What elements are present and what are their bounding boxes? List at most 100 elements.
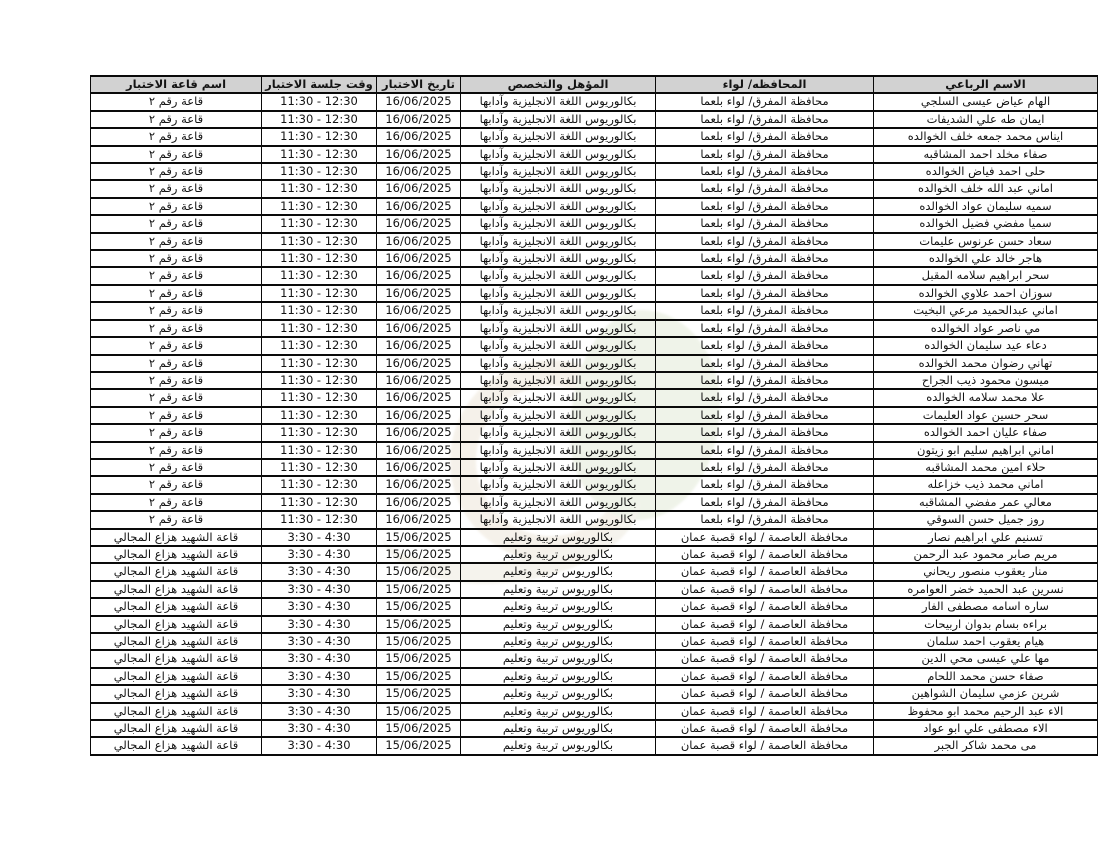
table-body: الهام عياض عيسى السلجي محافظة المفرق/ لوا… <box>90 92 1098 756</box>
table-row: براءه بسام بدوان اربيحات محافظة العاصمة /… <box>90 614 1098 635</box>
cell-qualification: بكالوريوس تربية وتعليم <box>460 544 656 565</box>
cell-full-name: سعاد حسن عرنوس عليمات <box>873 231 1098 252</box>
cell-exam-time: 3:30 - 4:30 <box>261 631 377 652</box>
header-governorate: المحافظه/ لواء <box>655 74 874 95</box>
cell-exam-date: 15/06/2025 <box>376 719 461 739</box>
cell-exam-hall: قاعة الشهيد هزاع المجالي <box>90 649 262 669</box>
cell-exam-date: 16/06/2025 <box>376 92 461 112</box>
cell-exam-time: 11:30 - 12:30 <box>261 127 377 147</box>
table-row: علا محمد سلامه الخوالده محافظة المفرق/ لو… <box>90 388 1098 408</box>
cell-exam-hall: قاعة رقم ٢ <box>90 144 262 165</box>
cell-exam-time: 11:30 - 12:30 <box>261 179 377 199</box>
cell-full-name: سحر ابراهيم سلامه المقبل <box>873 266 1098 286</box>
cell-qualification: بكالوريوس تربية وتعليم <box>460 666 656 687</box>
cell-governorate: محافظة المفرق/ لواء بلعما <box>655 214 874 234</box>
cell-exam-time: 11:30 - 12:30 <box>261 388 377 408</box>
cell-qualification: بكالوريوس تربية وتعليم <box>460 631 656 652</box>
cell-full-name: سحر حسين عواد العليمات <box>873 405 1098 426</box>
cell-exam-date: 16/06/2025 <box>376 388 461 408</box>
table-row: مي ناصر عواد الخوالده محافظة المفرق/ لواء… <box>90 318 1098 339</box>
cell-exam-time: 3:30 - 4:30 <box>261 544 377 565</box>
header-full-name: الاسم الرباعي <box>873 74 1098 95</box>
cell-exam-date: 15/06/2025 <box>376 701 461 722</box>
table-row: سميا مفضي فضيل الخوالده محافظة المفرق/ لو… <box>90 214 1098 234</box>
cell-qualification: بكالوريوس تربية وتعليم <box>460 719 656 739</box>
cell-exam-hall: قاعة الشهيد هزاع المجالي <box>90 562 262 582</box>
cell-qualification: بكالوريوس اللغة الانجليزية وآدابها <box>460 283 656 304</box>
cell-qualification: بكالوريوس اللغة الانجليزية وآدابها <box>460 109 656 130</box>
cell-exam-hall: قاعة الشهيد هزاع المجالي <box>90 631 262 652</box>
cell-governorate: محافظة العاصمة / لواء قصبة عمان <box>655 701 874 722</box>
cell-exam-hall: قاعة رقم ٢ <box>90 388 262 408</box>
cell-qualification: بكالوريوس تربية وتعليم <box>460 579 656 600</box>
table-row: سميه سليمان عواد الخوالده محافظة المفرق/ … <box>90 196 1098 217</box>
table-row: ميسون محمود ذيب الجراح محافظة المفرق/ لوا… <box>90 370 1098 391</box>
cell-qualification: بكالوريوس اللغة الانجليزية وآدابها <box>460 214 656 234</box>
cell-qualification: بكالوريوس اللغة الانجليزية وآدابها <box>460 162 656 182</box>
table-row: هاجر خالد علي الخوالده محافظة المفرق/ لوا… <box>90 249 1098 269</box>
cell-governorate: محافظة العاصمة / لواء قصبة عمان <box>655 719 874 739</box>
table-row: ساره اسامه مصطفى الفار محافظة العاصمة / ل… <box>90 597 1098 617</box>
cell-governorate: محافظة العاصمة / لواء قصبة عمان <box>655 527 874 547</box>
cell-exam-hall: قاعة رقم ٢ <box>90 179 262 199</box>
cell-exam-time: 3:30 - 4:30 <box>261 736 377 756</box>
cell-full-name: صفاء عليان احمد الخوالده <box>873 423 1098 443</box>
cell-exam-hall: قاعة رقم ٢ <box>90 127 262 147</box>
cell-qualification: بكالوريوس تربية وتعليم <box>460 701 656 722</box>
cell-governorate: محافظة المفرق/ لواء بلعما <box>655 301 874 321</box>
cell-exam-time: 3:30 - 4:30 <box>261 684 377 704</box>
cell-exam-hall: قاعة رقم ٢ <box>90 510 262 530</box>
cell-full-name: مي ناصر عواد الخوالده <box>873 318 1098 339</box>
cell-qualification: بكالوريوس اللغة الانجليزية وآدابها <box>460 301 656 321</box>
cell-exam-hall: قاعة رقم ٢ <box>90 440 262 460</box>
cell-full-name: الاء مصطفى علي ابو عواد <box>873 719 1098 739</box>
cell-full-name: ايناس محمد جمعه خلف الخوالده <box>873 127 1098 147</box>
cell-full-name: مريم صابر محمود عبد الرحمن <box>873 544 1098 565</box>
cell-exam-date: 15/06/2025 <box>376 562 461 582</box>
table-row: دعاء عيد سليمان الخوالده محافظة المفرق/ ل… <box>90 336 1098 356</box>
cell-exam-time: 3:30 - 4:30 <box>261 701 377 722</box>
cell-full-name: علا محمد سلامه الخوالده <box>873 388 1098 408</box>
cell-governorate: محافظة المفرق/ لواء بلعما <box>655 318 874 339</box>
cell-exam-time: 3:30 - 4:30 <box>261 597 377 617</box>
cell-governorate: محافظة العاصمة / لواء قصبة عمان <box>655 631 874 652</box>
cell-full-name: روز جميل حسن السوقي <box>873 510 1098 530</box>
cell-exam-hall: قاعة الشهيد هزاع المجالي <box>90 597 262 617</box>
cell-exam-time: 11:30 - 12:30 <box>261 144 377 165</box>
table-row: اماني عبدالحميد مرعي البخيت محافظة المفرق… <box>90 301 1098 321</box>
table-row: ايناس محمد جمعه خلف الخوالده محافظة المفر… <box>90 127 1098 147</box>
cell-exam-hall: قاعة الشهيد هزاع المجالي <box>90 736 262 756</box>
table-row: تسنيم علي ابراهيم نصار محافظة العاصمة / ل… <box>90 527 1098 547</box>
cell-exam-time: 11:30 - 12:30 <box>261 423 377 443</box>
cell-qualification: بكالوريوس اللغة الانجليزية وآدابها <box>460 405 656 426</box>
cell-exam-hall: قاعة رقم ٢ <box>90 162 262 182</box>
cell-qualification: بكالوريوس اللغة الانجليزية وآدابها <box>460 92 656 112</box>
cell-full-name: هاجر خالد علي الخوالده <box>873 249 1098 269</box>
cell-exam-hall: قاعة رقم ٢ <box>90 423 262 443</box>
table-row: شرين عزمي سليمان الشواهين محافظة العاصمة … <box>90 684 1098 704</box>
cell-exam-hall: قاعة الشهيد هزاع المجالي <box>90 614 262 635</box>
cell-exam-date: 16/06/2025 <box>376 492 461 513</box>
cell-qualification: بكالوريوس اللغة الانجليزية وآدابها <box>460 457 656 478</box>
table-row: سحر ابراهيم سلامه المقبل محافظة المفرق/ ل… <box>90 266 1098 286</box>
cell-exam-date: 16/06/2025 <box>376 179 461 199</box>
cell-qualification: بكالوريوس اللغة الانجليزية وآدابها <box>460 249 656 269</box>
cell-exam-time: 11:30 - 12:30 <box>261 231 377 252</box>
table-header: الاسم الرباعي المحافظه/ لواء المؤهل والت… <box>90 74 1098 95</box>
cell-exam-date: 16/06/2025 <box>376 266 461 286</box>
cell-exam-date: 16/06/2025 <box>376 162 461 182</box>
cell-governorate: محافظة العاصمة / لواء قصبة عمان <box>655 666 874 687</box>
cell-full-name: سميه سليمان عواد الخوالده <box>873 196 1098 217</box>
cell-exam-date: 16/06/2025 <box>376 353 461 373</box>
cell-exam-hall: قاعة رقم ٢ <box>90 370 262 391</box>
cell-qualification: بكالوريوس تربية وتعليم <box>460 562 656 582</box>
cell-full-name: معالي عمر مفضي المشاقبه <box>873 492 1098 513</box>
table-row: اماني محمد ذيب خزاعله محافظة المفرق/ لواء… <box>90 475 1098 495</box>
table-row: هيام يعقوب احمد سلمان محافظة العاصمة / لو… <box>90 631 1098 652</box>
cell-exam-hall: قاعة رقم ٢ <box>90 405 262 426</box>
cell-exam-time: 11:30 - 12:30 <box>261 457 377 478</box>
cell-exam-date: 16/06/2025 <box>376 423 461 443</box>
table-row: مريم صابر محمود عبد الرحمن محافظة العاصمة… <box>90 544 1098 565</box>
cell-full-name: دعاء عيد سليمان الخوالده <box>873 336 1098 356</box>
cell-full-name: منار يعقوب منصور ريحاني <box>873 562 1098 582</box>
